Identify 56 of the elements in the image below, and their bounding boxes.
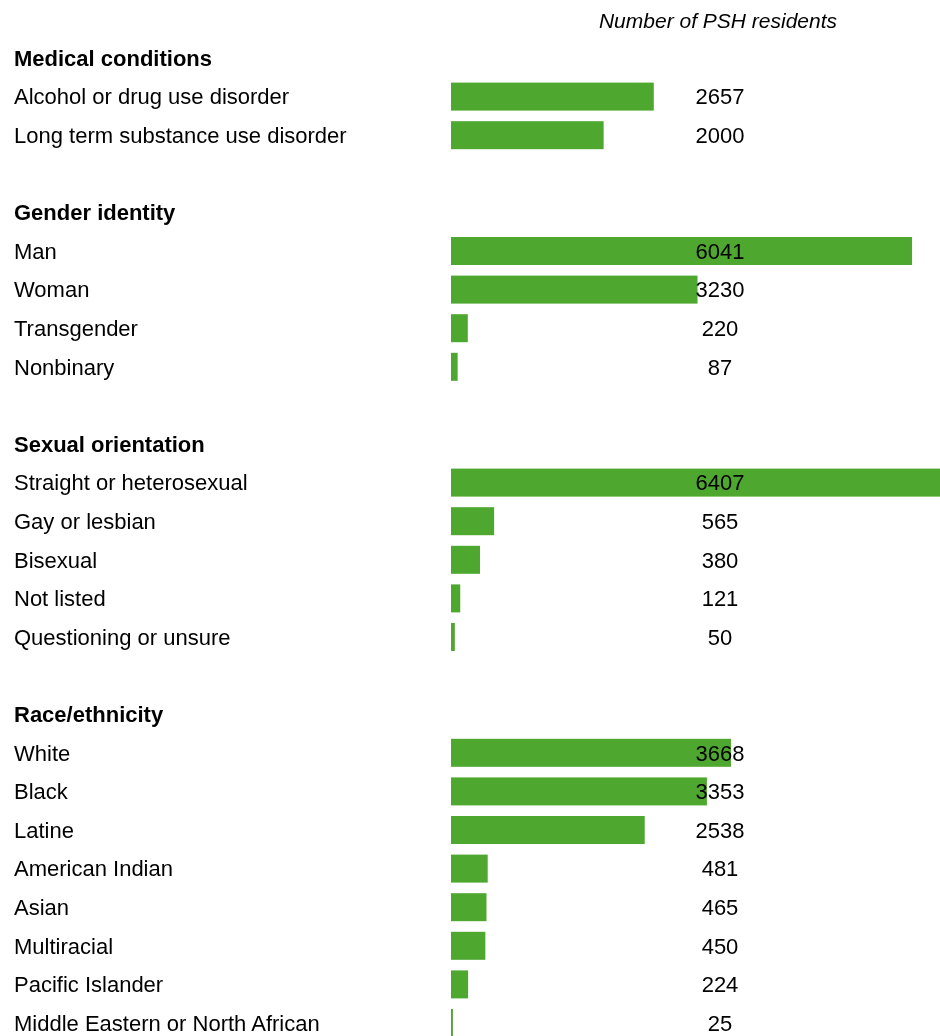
y-tick-label: Medical conditions <box>14 45 213 71</box>
y-tick-label: Pacific Islander <box>14 972 164 998</box>
bar <box>451 623 455 651</box>
data-label: 224 <box>701 972 739 998</box>
y-tick-label: Latine <box>14 817 74 843</box>
y-tick-label: Asian <box>14 894 70 920</box>
bar <box>451 82 654 111</box>
data-label: 565 <box>701 508 739 534</box>
bar <box>451 275 698 304</box>
data-label: 2000 <box>695 122 745 148</box>
bar <box>451 854 488 883</box>
bar <box>451 931 486 960</box>
y-tick-label: Straight or heterosexual <box>14 470 248 496</box>
y-tick-label: Gender identity <box>14 200 177 226</box>
data-label: 450 <box>701 933 739 959</box>
y-tick-label: White <box>14 740 71 766</box>
y-tick-label: Race/ethnicity <box>14 701 164 727</box>
data-label: 2657 <box>695 84 745 110</box>
data-label: 380 <box>701 547 739 573</box>
data-label: 6041 <box>695 238 745 264</box>
data-label: 87 <box>707 354 733 380</box>
bar <box>451 314 468 343</box>
y-tick-label: Long term substance use disorder <box>14 122 347 148</box>
data-label: 481 <box>701 856 739 882</box>
y-tick-label: Questioning or unsure <box>14 624 231 650</box>
data-label: 465 <box>701 894 739 920</box>
y-tick-label: Man <box>14 238 57 264</box>
y-tick-label: American Indian <box>14 856 173 882</box>
bar <box>451 584 461 613</box>
bar <box>451 893 487 922</box>
y-tick-label: Transgender <box>14 315 138 341</box>
data-label: 50 <box>707 624 733 650</box>
bar <box>451 237 913 265</box>
bar <box>451 970 469 999</box>
y-tick-label: Not listed <box>14 586 106 612</box>
y-tick-label: Sexual orientation <box>14 431 205 457</box>
data-label: 6407 <box>695 470 745 496</box>
y-tick-label: Multiracial <box>14 933 114 959</box>
y-tick-label: Woman <box>14 277 90 303</box>
bar <box>451 545 480 574</box>
data-label: 2538 <box>695 817 745 843</box>
bar <box>451 468 940 497</box>
y-tick-label: Black <box>14 779 69 805</box>
y-tick-label: Gay or lesbian <box>14 508 156 534</box>
bar <box>451 121 604 150</box>
data-label: 25 <box>707 1010 733 1036</box>
y-tick-label: Nonbinary <box>14 354 115 380</box>
bar <box>451 507 495 536</box>
x-axis-title: Number of PSH residents <box>598 9 838 32</box>
bar <box>451 352 458 381</box>
data-label: 220 <box>701 315 739 341</box>
data-label: 121 <box>701 586 739 612</box>
bar <box>451 816 645 844</box>
y-tick-label: Bisexual <box>14 547 98 573</box>
y-tick-label: Middle Eastern or North African <box>14 1010 320 1036</box>
y-tick-label: Alcohol or drug use disorder <box>14 84 290 110</box>
